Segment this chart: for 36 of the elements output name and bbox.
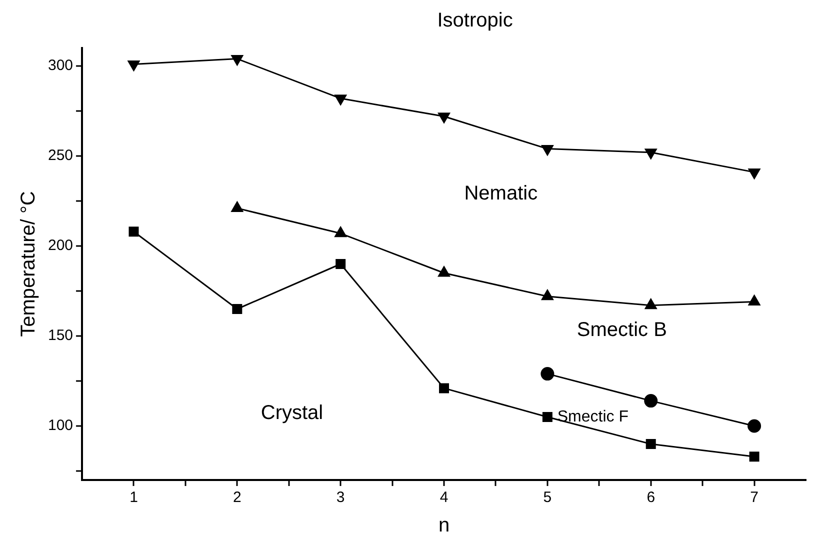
x-tick-label: 3 xyxy=(336,489,345,506)
point xyxy=(231,55,244,66)
point xyxy=(128,226,139,237)
point xyxy=(334,94,347,106)
y-tick-label: 150 xyxy=(48,327,74,344)
x-axis-title: n xyxy=(438,514,450,537)
point xyxy=(542,412,552,422)
y-tick-label: 100 xyxy=(48,417,74,434)
point xyxy=(541,145,554,156)
point xyxy=(749,452,760,462)
y-tick-label: 200 xyxy=(48,237,74,254)
point xyxy=(644,148,657,160)
point xyxy=(540,367,554,381)
x-tick-label: 4 xyxy=(440,489,448,506)
x-tick-label: 6 xyxy=(646,489,656,506)
point xyxy=(336,259,346,269)
point xyxy=(128,60,140,71)
x-tick-label: 2 xyxy=(232,489,242,506)
point xyxy=(748,168,760,179)
y-tick-label: 250 xyxy=(48,147,74,164)
annotation: Smectic B xyxy=(576,319,667,342)
text: Isotropic xyxy=(437,10,513,32)
point xyxy=(646,439,656,449)
point xyxy=(438,112,450,124)
annotation: Crystal xyxy=(260,402,324,424)
point xyxy=(644,394,658,408)
point xyxy=(439,383,450,394)
annotation: Nematic xyxy=(464,182,538,204)
point xyxy=(748,419,762,433)
point xyxy=(232,304,242,314)
annotation: Smectic F xyxy=(557,408,629,426)
x-tick-label: 7 xyxy=(750,489,758,506)
x-tick-label: 1 xyxy=(130,489,138,506)
y-tick-label: 300 xyxy=(48,57,74,74)
y-axis-title: Temperature/ °C xyxy=(18,191,40,337)
x-tick-label: 5 xyxy=(543,489,552,506)
